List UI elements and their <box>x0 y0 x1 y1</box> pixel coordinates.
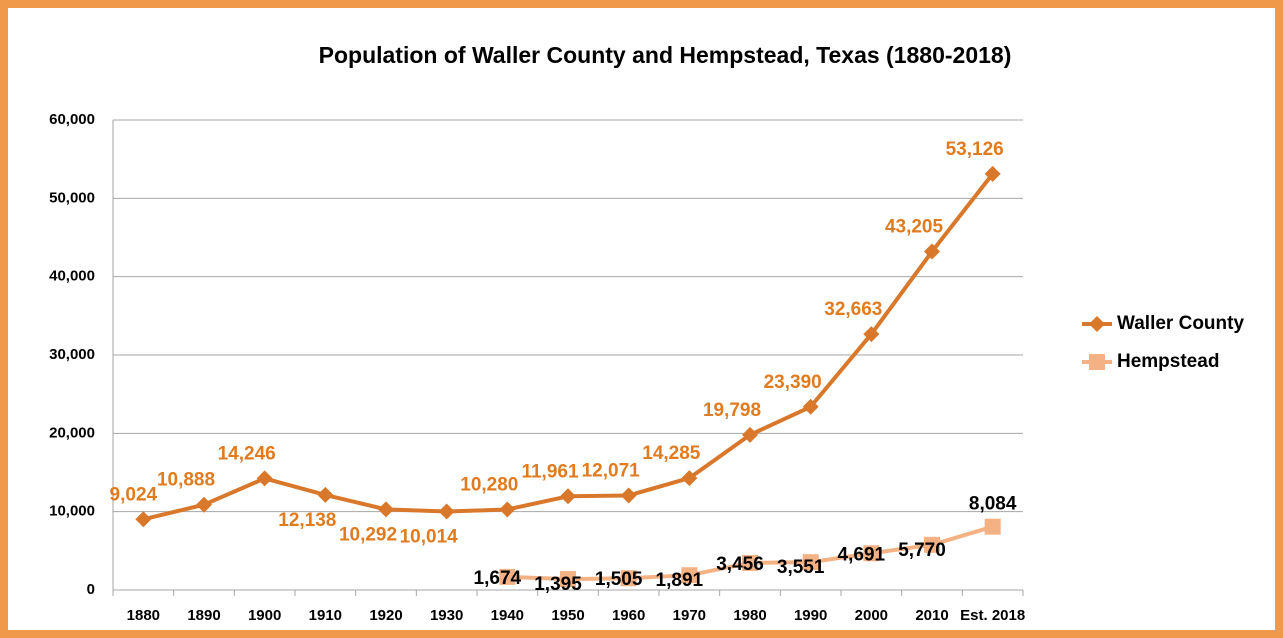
data-point <box>438 503 455 520</box>
y-tick-label: 50,000 <box>49 189 95 206</box>
data-point <box>135 511 152 528</box>
data-point <box>802 398 819 415</box>
data-point <box>742 426 758 443</box>
x-tick-label: 1940 <box>491 607 524 624</box>
data-label: 11,961 <box>521 461 578 482</box>
data-point <box>196 496 212 513</box>
data-point <box>620 570 637 587</box>
x-tick-label: 1890 <box>187 607 220 624</box>
x-tick-label: 1950 <box>551 607 584 624</box>
x-tick-label: 1910 <box>309 607 342 624</box>
x-tick-label: 1930 <box>430 607 463 624</box>
data-label: 10,014 <box>400 527 459 548</box>
legend-label: Hempstead <box>1117 351 1219 372</box>
data-point <box>984 165 1001 182</box>
data-label: 14,285 <box>642 443 701 464</box>
data-label: 32,663 <box>824 299 882 320</box>
x-tick-label: 1990 <box>794 607 827 624</box>
data-label: 1,505 <box>595 569 643 590</box>
x-tick-label: 1960 <box>612 607 645 624</box>
x-tick-label: 1920 <box>369 607 402 624</box>
y-tick-label: 60,000 <box>49 111 95 128</box>
chart-title: Population of Waller County and Hempstea… <box>319 42 1012 68</box>
data-label: 14,246 <box>218 443 276 464</box>
data-point <box>863 545 880 562</box>
data-label: 10,292 <box>339 524 397 545</box>
y-tick-label: 10,000 <box>49 503 95 520</box>
data-point <box>256 470 273 487</box>
data-point <box>317 486 334 503</box>
data-label: 3,456 <box>716 554 764 575</box>
y-tick-label: 40,000 <box>49 268 95 285</box>
data-point <box>620 487 637 504</box>
y-tick-label: 30,000 <box>49 346 95 363</box>
data-label: 43,205 <box>885 217 944 238</box>
data-point <box>984 518 1001 535</box>
data-point <box>802 554 819 571</box>
data-point <box>499 501 516 518</box>
y-tick-label: 0 <box>87 581 95 598</box>
data-label: 23,390 <box>764 372 822 393</box>
data-point <box>560 488 576 505</box>
data-point <box>742 554 758 571</box>
data-label: 5,770 <box>898 540 946 561</box>
data-label: 9,024 <box>110 484 158 505</box>
x-tick-label: 1970 <box>673 607 706 624</box>
legend-marker <box>1089 316 1105 332</box>
data-point <box>560 571 576 588</box>
x-tick-label: 1900 <box>248 607 281 624</box>
data-point <box>863 326 880 343</box>
x-tick-label: 1880 <box>127 607 160 624</box>
data-label: 12,071 <box>582 460 641 481</box>
legend-marker <box>1089 354 1105 370</box>
data-point <box>681 470 698 487</box>
data-label: 10,888 <box>157 470 215 491</box>
legend-label: Waller County <box>1117 313 1244 334</box>
data-label: 1,674 <box>474 568 522 589</box>
data-label: 1,395 <box>534 574 582 595</box>
data-point <box>499 568 516 585</box>
data-label: 1,891 <box>656 570 704 591</box>
x-tick-label: 2010 <box>915 607 948 624</box>
data-label: 19,798 <box>703 400 761 421</box>
data-point <box>924 536 940 553</box>
data-label: 10,280 <box>460 474 518 495</box>
data-label: 3,551 <box>777 557 825 578</box>
data-label: 12,138 <box>278 510 336 531</box>
x-tick-label: 2000 <box>855 607 888 624</box>
y-tick-label: 20,000 <box>49 424 95 441</box>
data-label: 8,084 <box>969 494 1017 515</box>
data-point <box>681 567 698 584</box>
x-tick-label: 1980 <box>733 607 766 624</box>
data-label: 53,126 <box>946 139 1004 160</box>
x-tick-label: Est. 2018 <box>960 607 1025 624</box>
data-point <box>378 501 394 518</box>
data-label: 4,691 <box>838 544 886 565</box>
data-point <box>924 243 940 260</box>
